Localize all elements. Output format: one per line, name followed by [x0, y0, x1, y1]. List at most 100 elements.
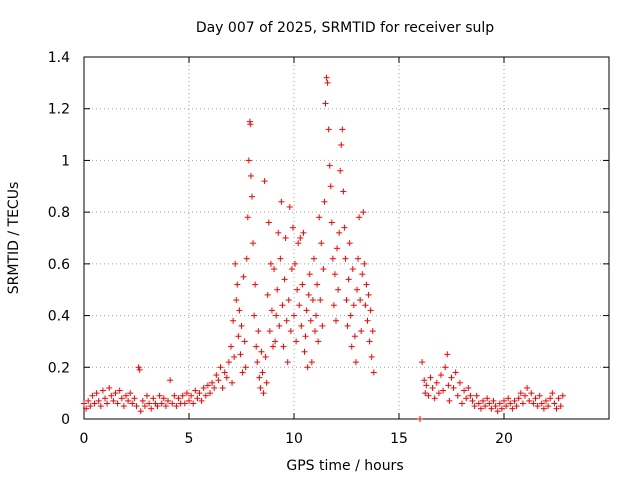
data-point [310, 255, 317, 262]
data-point [524, 384, 531, 391]
data-point [112, 390, 119, 397]
data-point [179, 392, 186, 399]
data-point [274, 286, 281, 293]
data-point [256, 374, 263, 381]
data-point [365, 291, 372, 298]
data-point [444, 351, 451, 358]
data-point [422, 390, 429, 397]
data-point [549, 390, 556, 397]
data-point [211, 384, 218, 391]
data-point [331, 271, 338, 278]
data-point [270, 343, 276, 350]
data-point [496, 400, 503, 407]
data-point [316, 214, 323, 221]
y-tick-label: 0 [61, 412, 70, 428]
data-point [323, 74, 330, 81]
data-point [319, 322, 326, 329]
data-point [438, 372, 444, 379]
data-point [190, 400, 197, 407]
data-point [304, 364, 311, 371]
data-points [81, 74, 566, 422]
data-point [287, 328, 294, 335]
data-point [137, 408, 144, 415]
data-point [433, 379, 440, 386]
data-point [247, 121, 254, 128]
data-point [261, 178, 268, 185]
data-point [156, 392, 163, 399]
data-point [272, 338, 279, 345]
data-point [171, 392, 178, 399]
data-point [271, 266, 278, 273]
data-point [538, 400, 545, 407]
data-point [501, 397, 507, 404]
data-point [255, 328, 262, 335]
data-point [276, 322, 283, 329]
data-point [498, 405, 505, 412]
x-tick-label: 20 [495, 431, 513, 447]
data-point [368, 353, 375, 360]
data-point [252, 281, 259, 288]
data-point [228, 343, 234, 350]
data-point [262, 353, 269, 360]
data-point [367, 307, 374, 314]
data-point [509, 405, 516, 412]
data-point [358, 328, 365, 335]
x-tick-label: 10 [285, 431, 303, 447]
data-point [95, 397, 102, 404]
data-point [260, 390, 267, 397]
data-point [522, 392, 528, 399]
data-point [273, 312, 280, 319]
data-point [133, 403, 140, 410]
data-point [215, 377, 222, 384]
data-point [342, 255, 349, 262]
data-point [480, 397, 486, 404]
data-point [162, 403, 169, 410]
data-point [106, 384, 113, 391]
data-point [517, 390, 524, 397]
data-point [91, 400, 98, 407]
data-point [363, 281, 370, 288]
data-point [144, 392, 150, 399]
data-point [454, 392, 461, 399]
data-point [192, 387, 199, 394]
data-point [359, 271, 366, 278]
data-point [93, 390, 100, 397]
data-point [338, 141, 345, 148]
y-tick-label: 1.4 [48, 50, 70, 66]
chart-title: Day 007 of 2025, SRMTID for receiver sul… [196, 20, 494, 36]
data-point [209, 379, 216, 386]
data-point [334, 245, 341, 252]
data-point [135, 364, 142, 371]
x-tick-label: 5 [185, 431, 194, 447]
data-point [118, 395, 125, 402]
data-point [362, 302, 369, 309]
y-tick-label: 1.2 [48, 102, 70, 118]
data-point [160, 395, 167, 402]
data-point [219, 384, 226, 391]
data-point [267, 260, 274, 267]
data-point [292, 260, 299, 267]
data-point [253, 343, 260, 350]
data-point [254, 359, 261, 366]
data-point [116, 387, 123, 394]
data-point [108, 392, 115, 399]
data-point [343, 297, 350, 304]
data-point [280, 343, 287, 350]
data-point [421, 377, 428, 384]
data-point [532, 395, 539, 402]
data-point [519, 400, 526, 407]
data-point [325, 126, 332, 133]
data-point [317, 297, 324, 304]
data-point [324, 79, 331, 86]
data-point [488, 405, 495, 412]
data-point [89, 392, 96, 399]
data-point [275, 229, 282, 236]
x-tick-label: 0 [80, 431, 89, 447]
data-point [240, 273, 247, 280]
data-point [186, 397, 192, 404]
data-point [230, 317, 237, 324]
data-point [492, 403, 499, 410]
data-point [333, 317, 339, 324]
data-point [347, 312, 354, 319]
data-point [129, 400, 136, 407]
